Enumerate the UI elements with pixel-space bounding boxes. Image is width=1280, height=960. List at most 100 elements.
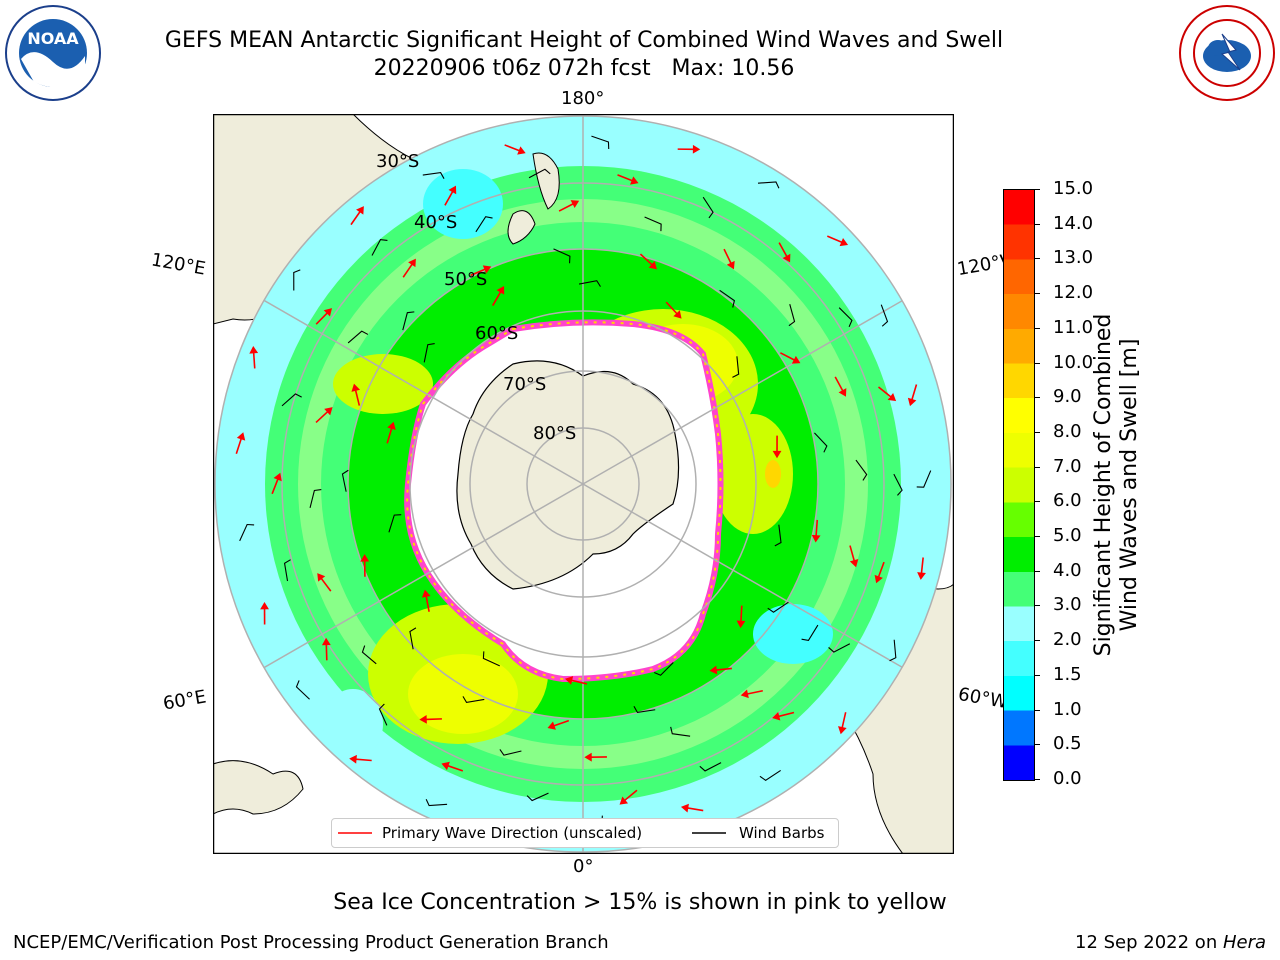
wave-arrow [920,557,924,574]
wave-direction-arrows [235,144,926,830]
wave-arrow [350,211,361,226]
wave-arrow-head [838,388,847,397]
wave-arrow-head [680,803,689,813]
wind-barb [402,311,415,331]
wave-arrow-head [564,676,574,685]
wind-barb [499,749,522,756]
wave-arrow-head [323,308,333,317]
wave-arrow [877,386,892,398]
wave-arrow-head [517,146,526,155]
colorbar-tick-label: 0.5 [1053,733,1082,755]
lat-label-80s: 80°S [533,423,577,444]
polar-map [213,114,954,854]
colorbar-title: Significant Height of Combined Wind Wave… [1091,314,1143,657]
colorbar-tick-label: 10.0 [1053,351,1094,373]
wind-barb [699,762,722,772]
wave-arrow-head [387,421,396,431]
wave-arrow-head [349,754,357,764]
wave-arrow-head [321,637,331,646]
footer-host: Hera [1222,932,1266,953]
wave-arrow-head [907,397,917,407]
colorbar [1003,189,1035,781]
colorbar-tick-label: 0.0 [1053,768,1082,789]
wind-barb [633,706,656,713]
wave-arrow-head [772,711,781,721]
colorbar-tick-label: 9.0 [1053,386,1082,408]
wave-arrow [639,253,653,266]
wave-arrow [320,577,332,592]
colorbar-tick-label: 4.0 [1053,559,1082,581]
colorbar-tick-label: 1.5 [1053,663,1082,685]
wave-arrow [470,268,486,277]
colorbar-tick-label: 2.0 [1053,629,1082,651]
wave-arrow [492,291,502,306]
wave-arrow-head [887,393,897,402]
wave-arrow-head [441,761,450,771]
wave-arrow-head [648,261,657,270]
wave-arrow-head [351,383,361,392]
colorbar-tick-mark [1034,605,1040,607]
chart-title: GEFS MEAN Antarctic Significant Height o… [164,28,1004,53]
wave-arrow [235,438,243,454]
wave-arrow-head [839,238,849,247]
lat-label-50s: 50°S [444,269,488,290]
wave-arrow-head [782,253,791,263]
wave-arrow-head [249,345,259,354]
colorbar-tick-mark [1034,466,1040,468]
footer-date-text: 12 Sep 2022 on [1075,932,1223,953]
wave-arrow-head [740,689,749,699]
wind-barb [719,289,736,308]
wind-barb [670,726,691,737]
lat-label-70s: 70°S [503,374,547,395]
wave-arrow-head [630,176,639,185]
wave-arrow-head [482,265,492,274]
footer-branch: NCEP/EMC/Verification Post Processing Pr… [13,932,609,953]
colorbar-tick-mark [1034,362,1040,364]
wind-barb [422,171,445,179]
wave-arrow [355,758,372,762]
wind-barb [702,196,714,219]
wave-arrow-head [709,665,718,675]
wave-arrow-head [849,559,859,568]
wind-barb [423,343,435,363]
noaa-logo: NOAA [4,4,102,102]
wind-barb [295,680,310,700]
colorbar-tick-mark [1034,397,1040,399]
wind-barb [283,559,291,582]
wind-barb [767,601,789,613]
wave-arrow [746,689,763,695]
wave-arrow [315,312,328,325]
colorbar-tick-label: 7.0 [1053,455,1082,477]
colorbar-tick-mark [1034,327,1040,329]
lon-label-120e: 120°E [149,249,208,280]
wave-arrow [687,807,704,812]
nws-logo [1178,4,1276,102]
wind-barb [371,239,388,256]
legend-barb-label: Wind Barbs [739,824,825,842]
wind-barb [553,248,571,264]
colorbar-tick-mark [1034,293,1040,295]
wave-arrow-head [496,286,505,295]
svg-text:NOAA: NOAA [27,29,79,48]
wave-arrow-head [570,200,580,209]
colorbar-title-line1: Significant Height of Combined [1091,313,1116,657]
lon-label-180: 180° [561,88,605,109]
wave-arrow [779,352,795,361]
wave-arrow [252,352,256,369]
wave-arrow [723,248,732,264]
wave-arrow [778,711,795,718]
wave-arrow-head [736,620,746,629]
wave-arrow-head [838,726,847,735]
colorbar-tick-mark [1034,744,1040,746]
wave-arrow-head [421,589,431,598]
wind-barb [855,459,868,481]
wind-barb [409,627,417,650]
wind-barb [880,304,889,327]
wind-barb [788,304,796,327]
wave-arrow [624,789,638,802]
footer-date: 12 Sep 2022 on Hera [1075,932,1266,953]
wave-arrow-head [811,534,821,543]
wave-arrow [558,203,574,212]
wind-barb [757,181,780,189]
wind-barb [526,792,549,802]
